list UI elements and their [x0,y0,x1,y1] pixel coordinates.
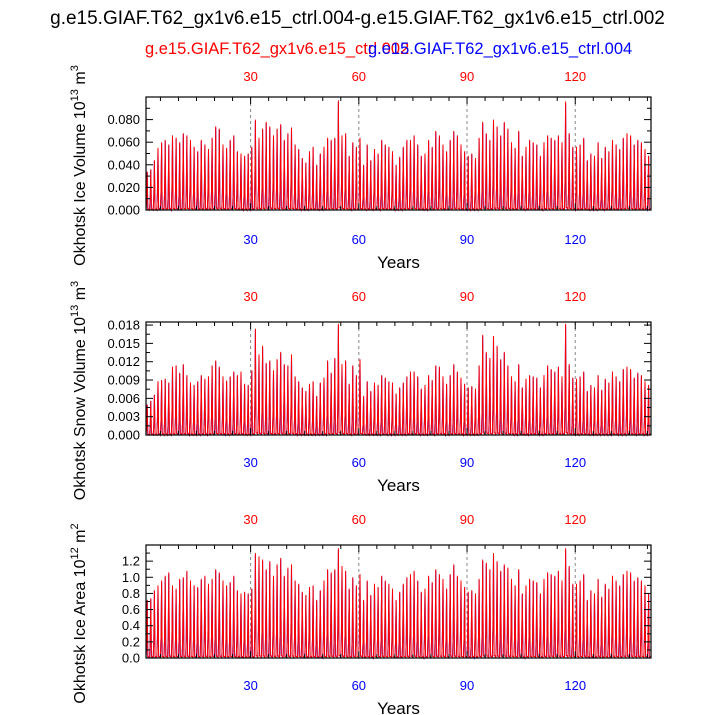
y-tick-label: 0.020 [107,180,140,195]
y-tick-label: 0.0 [122,651,140,666]
y-tick-label: 0.009 [107,373,140,388]
y-tick-label: 0.018 [107,318,140,333]
x-tick-label-bottom: 60 [352,455,366,470]
y-axis-label-unit: m [72,530,89,548]
x-tick-label-top: 30 [243,289,257,304]
y-axis-label-unit-exp: 3 [69,281,81,287]
x-tick-label-top: 90 [460,512,474,527]
series-line-ctrl-002 [145,548,651,660]
x-tick-label-bottom: 60 [352,678,366,693]
x-tick-label-top: 60 [352,69,366,84]
series-line-ctrl-004 [145,549,651,660]
y-tick-label: 0.4 [122,618,140,633]
chart-panel-3: 30 30 60 60 90 90 120 120 0.0 0.20.40.60.81.01.2 Y… [69,512,652,715]
x-tick-label-bottom: 30 [243,678,257,693]
x-tick-label-top: 90 [460,69,474,84]
y-axis-label-unit-exp: 3 [69,65,81,71]
y-tick-label: 0.012 [107,354,140,369]
x-tick-label-bottom: 90 [460,678,474,693]
y-axis-label: Okhotsk Ice Volume 1013 m3 [69,65,89,266]
x-tick-label-bottom: 90 [460,455,474,470]
y-axis-label-exp: 12 [69,547,81,559]
x-tick-label-top: 60 [352,512,366,527]
x-tick-label-top: 60 [352,289,366,304]
x-tick-label-top: 30 [243,512,257,527]
chart-panel-1: 30 30 60 60 90 90 120 120 0.000 0.020 0.040 0.060 0.… [69,65,652,272]
y-axis-label: Okhotsk Snow Volume 1013 m3 [69,281,89,500]
x-tick-label-bottom: 30 [243,455,257,470]
plot-frame [145,321,652,436]
x-axis-label: Years [377,253,420,272]
y-tick-label: 0.000 [107,428,140,443]
y-axis-label-exp: 13 [69,89,81,101]
chart-panel-2: 30 30 60 60 90 90 120 120 0.000 0.003 0.006 0.009 0.… [69,281,652,500]
x-tick-label-bottom: 90 [460,232,474,247]
y-tick-label: 0.006 [107,391,140,406]
y-axis-label-exp: 13 [69,305,81,317]
y-tick-label: 0.060 [107,135,140,150]
x-tick-label-top: 120 [564,512,586,527]
y-axis-label: Okhotsk Ice Area 1012 m2 [69,523,89,703]
y-axis-label-main: Okhotsk Ice Volume 10 [72,101,89,266]
y-tick-label: 0.000 [107,203,140,218]
legend-label-ctrl-002: g.e15.GIAF.T62_gx1v6.e15_ctrl.002 [145,40,410,58]
y-tick-label: 0.003 [107,409,140,424]
x-tick-label-bottom: 120 [564,232,586,247]
x-tick-label-top: 120 [564,69,586,84]
legend-label-ctrl-004: g.e15.GIAF.T62_gx1v6.e15_ctrl.004 [368,40,633,58]
series-line-ctrl-004 [145,325,651,437]
y-tick-label: 0.2 [122,634,140,649]
series-line-ctrl-002 [145,100,651,212]
x-axis-label: Years [377,476,420,495]
y-axis-label-unit: m [72,287,89,305]
y-tick-label: 0.015 [107,336,140,351]
y-axis-label-main: Okhotsk Ice Area 10 [72,559,89,703]
y-tick-label: 0.6 [122,602,140,617]
y-tick-label: 0.080 [107,112,140,127]
y-axis-label-unit: m [72,71,89,89]
x-tick-label-bottom: 60 [352,232,366,247]
y-tick-label: 0.040 [107,157,140,172]
x-tick-label-top: 30 [243,69,257,84]
x-tick-label-top: 120 [564,289,586,304]
x-tick-label-top: 90 [460,289,474,304]
y-tick-label: 1.0 [122,570,140,585]
x-tick-label-bottom: 30 [243,232,257,247]
x-tick-label-bottom: 120 [564,678,586,693]
page-title: g.e15.GIAF.T62_gx1v6.e15_ctrl.004-g.e15.… [50,8,665,29]
y-tick-label: 0.8 [122,586,140,601]
series-line-ctrl-002 [145,323,651,437]
y-axis-label-main: Okhotsk Snow Volume 10 [72,317,89,500]
y-tick-label: 1.2 [122,554,140,569]
series-line-ctrl-004 [145,101,651,212]
x-axis-label: Years [377,699,420,715]
x-tick-label-bottom: 120 [564,455,586,470]
y-axis-label-unit-exp: 2 [69,523,81,529]
